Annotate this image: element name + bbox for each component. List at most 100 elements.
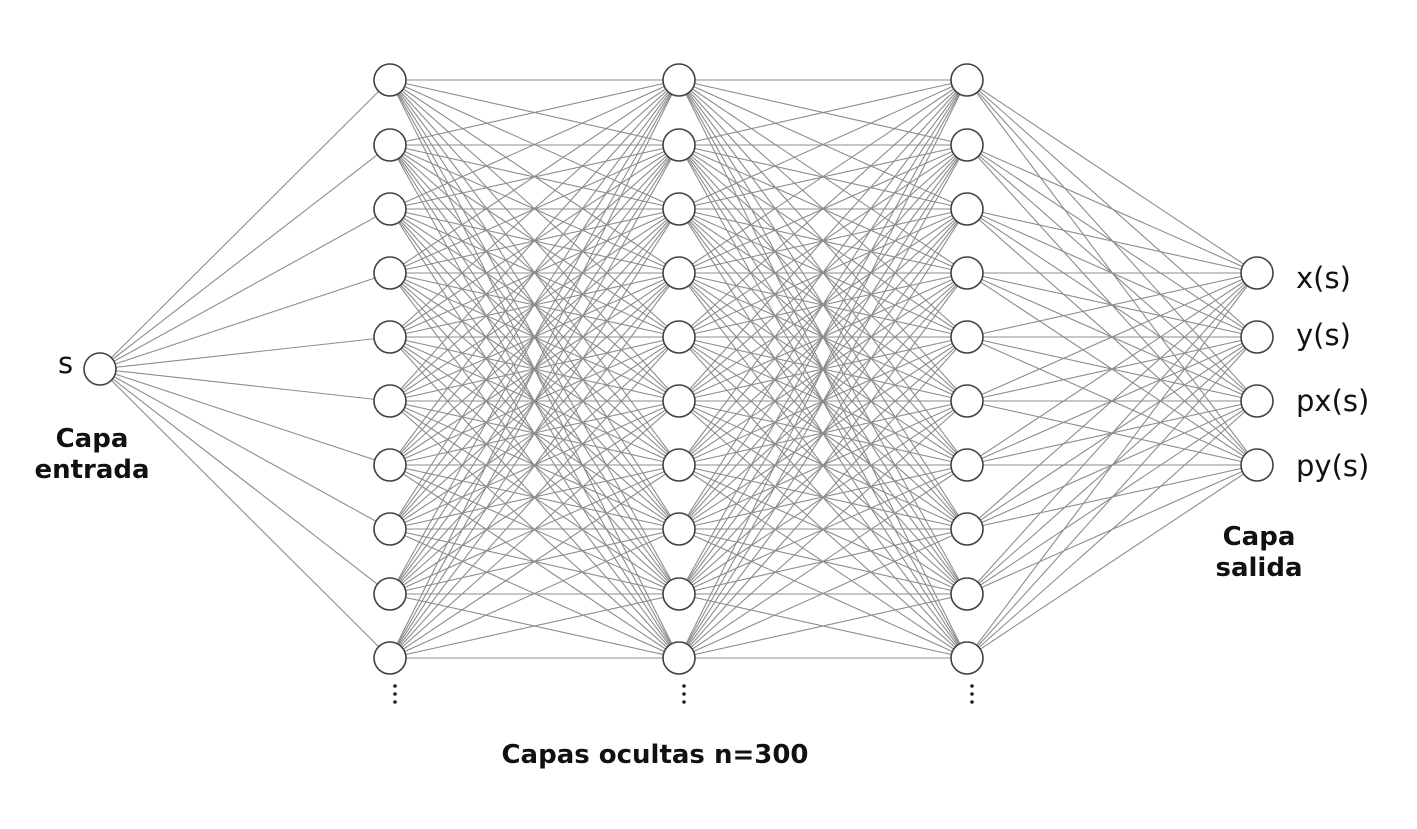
hidden-neuron-layer-1 xyxy=(373,641,407,675)
continuation-dot xyxy=(970,684,974,688)
edge-hidden-hidden xyxy=(389,528,680,659)
input-caption-line1: Capa xyxy=(55,424,129,454)
output-neuron-4 xyxy=(1240,448,1274,482)
edge-hidden-output xyxy=(966,272,1258,466)
connection-lines xyxy=(99,79,1258,659)
edge-input-hidden xyxy=(99,144,391,370)
hidden-neuron-layer-3 xyxy=(950,512,984,546)
hidden-neuron-layer-3 xyxy=(950,192,984,226)
hidden-neuron-layer-2 xyxy=(662,577,696,611)
continuation-dot xyxy=(970,692,974,696)
edge-input-hidden xyxy=(99,368,391,595)
hidden-neuron-layer-2 xyxy=(662,512,696,546)
continuation-dot xyxy=(682,700,686,704)
edge-hidden-hidden xyxy=(678,400,968,659)
hidden-neuron-layer-1 xyxy=(373,512,407,546)
edge-input-hidden xyxy=(99,368,391,466)
edge-hidden-output xyxy=(966,464,1258,659)
hidden-neuron-layer-1 xyxy=(373,128,407,162)
continuation-dots-layer-3 xyxy=(970,684,974,704)
edge-hidden-hidden xyxy=(678,79,968,274)
hidden-neuron-layer-3 xyxy=(950,256,984,290)
edge-hidden-output xyxy=(966,336,1258,659)
edge-hidden-output xyxy=(966,400,1258,659)
hidden-neuron-layer-1 xyxy=(373,577,407,611)
hidden-neuron-layer-3 xyxy=(950,384,984,418)
hidden-neuron-layer-2 xyxy=(662,448,696,482)
output-neuron-2 xyxy=(1240,320,1274,354)
edge-hidden-hidden xyxy=(678,79,968,210)
layer-continuation-marks xyxy=(393,684,974,704)
edge-input-hidden xyxy=(99,272,391,370)
hidden-neuron-layer-2 xyxy=(662,384,696,418)
edge-hidden-hidden xyxy=(389,208,680,659)
input-neuron xyxy=(83,352,117,386)
hidden-neuron-layer-1 xyxy=(373,384,407,418)
continuation-dot xyxy=(393,684,397,688)
continuation-dot xyxy=(970,700,974,704)
edge-hidden-output xyxy=(966,272,1258,595)
edge-hidden-hidden xyxy=(389,272,680,659)
output-neuron-3 xyxy=(1240,384,1274,418)
output-caption-line2: salida xyxy=(1215,553,1303,584)
output-label-py: py(s) xyxy=(1296,449,1370,483)
edge-hidden-hidden xyxy=(389,336,680,659)
hidden-neuron-layer-1 xyxy=(373,256,407,290)
edge-hidden-hidden xyxy=(389,400,680,659)
edge-hidden-hidden xyxy=(678,79,968,338)
output-caption-line1: Capa xyxy=(1222,522,1296,552)
edge-hidden-hidden xyxy=(389,79,680,402)
output-label-x: x(s) xyxy=(1296,261,1351,295)
hidden-neuron-layer-3 xyxy=(950,641,984,675)
hidden-neuron-layer-3 xyxy=(950,63,984,97)
hidden-neuron-layer-2 xyxy=(662,641,696,675)
hidden-neuron-layer-2 xyxy=(662,256,696,290)
edge-input-hidden xyxy=(99,368,391,659)
edge-hidden-output xyxy=(966,79,1258,274)
continuation-dots-layer-1 xyxy=(393,684,397,704)
edge-hidden-output xyxy=(966,272,1258,338)
edge-hidden-hidden xyxy=(678,208,968,659)
edge-hidden-hidden xyxy=(389,79,680,530)
edge-hidden-hidden xyxy=(389,79,680,466)
edge-hidden-hidden xyxy=(389,464,680,659)
edge-input-hidden xyxy=(99,368,391,530)
continuation-dot xyxy=(393,692,397,696)
input-layer-caption: Capa entrada xyxy=(22,424,162,486)
hidden-neuron-layer-1 xyxy=(373,63,407,97)
hidden-neuron-layer-2 xyxy=(662,128,696,162)
output-neuron-1 xyxy=(1240,256,1274,290)
edge-hidden-hidden xyxy=(678,79,968,466)
edge-input-hidden xyxy=(99,336,391,370)
hidden-neuron-layer-3 xyxy=(950,320,984,354)
continuation-dots-layer-2 xyxy=(682,684,686,704)
edge-hidden-hidden xyxy=(389,79,680,274)
edge-hidden-output xyxy=(966,144,1258,274)
edge-hidden-hidden xyxy=(678,593,968,659)
edge-hidden-hidden xyxy=(678,144,968,659)
edge-input-hidden xyxy=(99,79,391,370)
edge-hidden-output xyxy=(966,208,1258,274)
continuation-dot xyxy=(393,700,397,704)
hidden-neuron-layer-2 xyxy=(662,192,696,226)
edge-hidden-hidden xyxy=(678,79,968,530)
edge-hidden-hidden xyxy=(389,79,680,595)
hidden-neuron-layer-2 xyxy=(662,63,696,97)
input-label: s xyxy=(58,346,74,380)
edge-hidden-output xyxy=(966,272,1258,659)
edge-hidden-hidden xyxy=(389,79,680,659)
hidden-neuron-layer-1 xyxy=(373,448,407,482)
edge-input-hidden xyxy=(99,368,391,402)
hidden-neuron-layer-3 xyxy=(950,448,984,482)
hidden-neuron-layer-1 xyxy=(373,320,407,354)
input-caption-line2: entrada xyxy=(34,455,150,486)
hidden-neuron-layer-3 xyxy=(950,128,984,162)
continuation-dot xyxy=(682,692,686,696)
continuation-dot xyxy=(682,684,686,688)
edge-hidden-hidden xyxy=(678,464,968,659)
hidden-neuron-layer-3 xyxy=(950,577,984,611)
edge-hidden-output xyxy=(966,272,1258,530)
edge-hidden-hidden xyxy=(389,144,680,659)
edge-hidden-hidden xyxy=(389,79,680,338)
